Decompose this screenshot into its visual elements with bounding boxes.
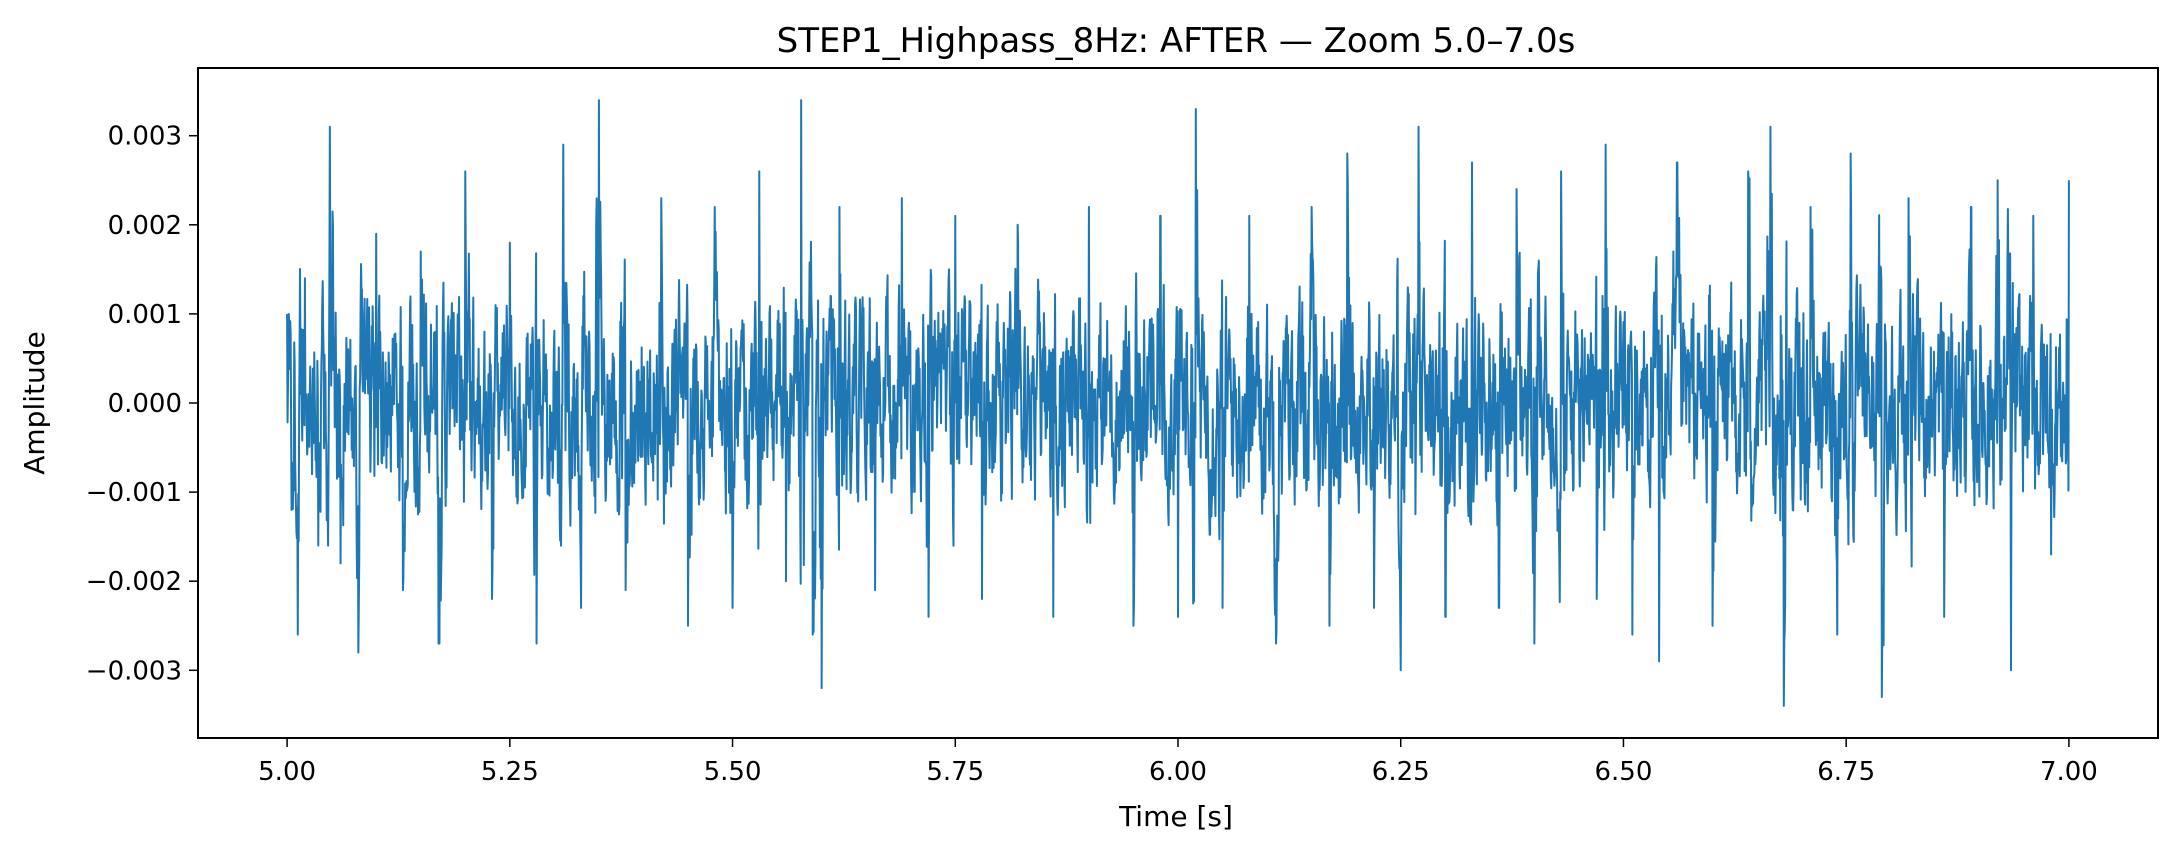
x-tick-label: 6.00 bbox=[1149, 757, 1207, 787]
y-tick-label: 0.003 bbox=[108, 122, 182, 152]
x-axis: 5.00 5.25 5.50 5.75 6.00 6.25 6.50 6.75 7.00 bbox=[258, 738, 2098, 787]
chart-title: STEP1_Highpass_8Hz: AFTER — Zoom 5.0–7.0… bbox=[777, 21, 1576, 61]
y-tick-label: 0.001 bbox=[108, 300, 182, 330]
y-tick-label: −0.001 bbox=[86, 478, 182, 508]
x-tick-label: 6.25 bbox=[1372, 757, 1430, 787]
x-tick-label: 5.75 bbox=[926, 757, 984, 787]
y-tick-label: −0.002 bbox=[86, 567, 182, 597]
x-tick-label: 6.75 bbox=[1817, 757, 1875, 787]
signal-layer bbox=[286, 99, 2070, 707]
signal-series-line bbox=[286, 99, 2070, 707]
x-tick-label: 7.00 bbox=[2040, 757, 2098, 787]
x-tick-label: 5.50 bbox=[704, 757, 762, 787]
y-tick-label: 0.002 bbox=[108, 211, 182, 241]
x-tick-label: 6.50 bbox=[1595, 757, 1653, 787]
y-tick-label: −0.003 bbox=[86, 656, 182, 686]
x-tick-label: 5.00 bbox=[258, 757, 316, 787]
y-axis-label: Amplitude bbox=[18, 331, 51, 475]
y-tick-label: 0.000 bbox=[108, 389, 182, 419]
y-axis: 0.003 0.002 0.001 0.000 −0.001 −0.002 −0.003 bbox=[86, 122, 198, 686]
x-axis-label: Time [s] bbox=[1118, 800, 1233, 833]
x-tick-label: 5.25 bbox=[481, 757, 539, 787]
